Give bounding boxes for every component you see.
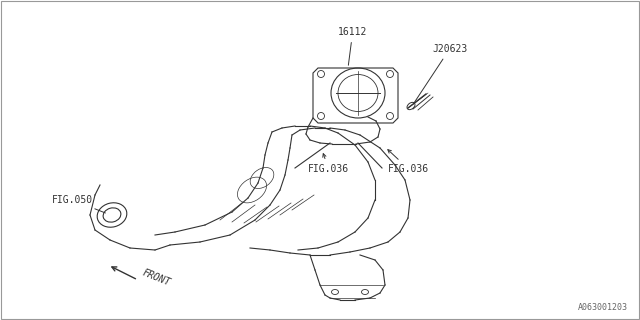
- Text: A063001203: A063001203: [578, 303, 628, 312]
- Text: FRONT: FRONT: [141, 268, 172, 288]
- Text: J20623: J20623: [413, 44, 467, 104]
- Text: FIG.036: FIG.036: [388, 150, 429, 174]
- Text: FIG.050: FIG.050: [52, 195, 106, 213]
- Text: 16112: 16112: [338, 27, 367, 65]
- Text: FIG.036: FIG.036: [308, 154, 349, 174]
